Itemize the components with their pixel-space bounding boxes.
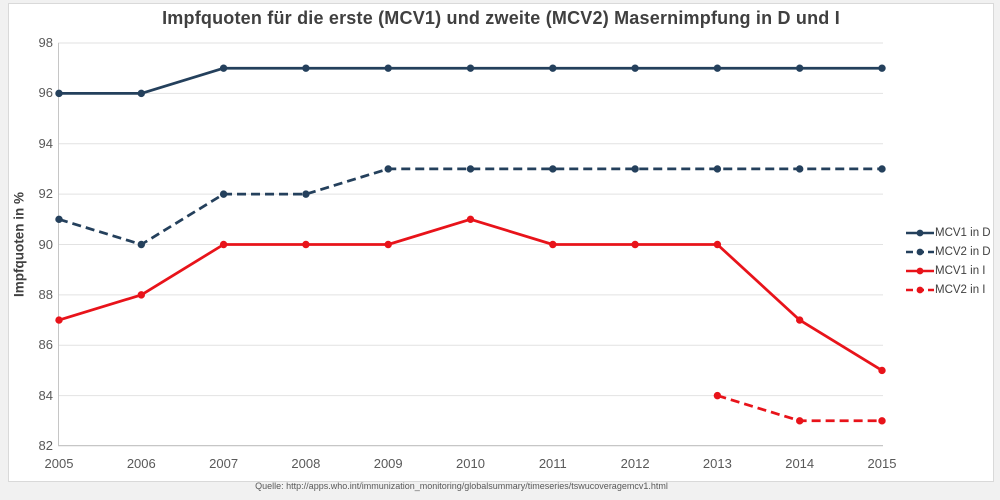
data-point bbox=[549, 165, 557, 173]
data-point bbox=[878, 417, 886, 425]
legend-line-sample bbox=[906, 267, 934, 274]
y-axis: 98 96 94 92 90 88 86 84 82 bbox=[9, 36, 53, 453]
x-tick-label: 2010 bbox=[456, 456, 485, 471]
y-tick-label: 90 bbox=[38, 236, 53, 252]
data-point bbox=[384, 64, 392, 72]
data-point bbox=[549, 64, 557, 72]
data-point bbox=[631, 240, 639, 249]
series-line-mcv2-in-d bbox=[58, 167, 882, 246]
x-tick-label: 2007 bbox=[209, 456, 239, 471]
data-point bbox=[878, 366, 886, 375]
y-tick-label: 94 bbox=[38, 135, 53, 151]
data-point bbox=[631, 64, 639, 72]
legend-label: MCV1 in D bbox=[935, 226, 991, 239]
y-tick-label: 92 bbox=[38, 186, 53, 202]
x-tick-label: 2009 bbox=[373, 456, 403, 471]
chart-title: Impfquoten für die erste (MCV1) und zwei… bbox=[162, 8, 840, 28]
legend-line-sample bbox=[906, 286, 934, 293]
data-point bbox=[302, 190, 310, 198]
data-point bbox=[878, 64, 886, 72]
data-point bbox=[466, 64, 475, 72]
data-point bbox=[796, 165, 804, 173]
x-axis: 2005 2006 2007 2008 2009 2010 2011 2012 2013 2014… bbox=[45, 456, 897, 472]
chart-frame: Impfquoten für die erste (MCV1) und zwei… bbox=[8, 3, 994, 482]
legend-label: MCV1 in I bbox=[935, 264, 986, 277]
x-tick-label: 2013 bbox=[702, 456, 732, 471]
legend-label: MCV2 in I bbox=[935, 283, 986, 296]
series-line-mcv2-in-i bbox=[716, 394, 882, 423]
x-tick-label: 2006 bbox=[126, 456, 156, 471]
source-caption: Quelle: http://apps.who.int/immunization… bbox=[255, 481, 668, 491]
data-point bbox=[631, 165, 639, 173]
plot-area bbox=[55, 42, 886, 447]
x-tick-label: 2014 bbox=[785, 456, 815, 471]
legend-line-sample bbox=[906, 229, 934, 236]
series-line-mcv1-in-d bbox=[59, 66, 882, 95]
data-point bbox=[302, 240, 310, 249]
data-point bbox=[302, 64, 310, 72]
legend-item: MCV2 in D bbox=[906, 242, 991, 261]
data-point bbox=[137, 240, 145, 249]
data-point bbox=[384, 165, 392, 173]
data-point bbox=[384, 240, 392, 249]
y-tick-label: 86 bbox=[38, 337, 53, 353]
legend-item: MCV1 in D bbox=[906, 223, 991, 242]
data-point bbox=[549, 240, 557, 249]
data-point bbox=[137, 89, 145, 98]
legend-label: MCV2 in D bbox=[935, 245, 991, 258]
x-tick-label: 2015 bbox=[867, 456, 897, 471]
data-point bbox=[466, 165, 475, 173]
legend-line-sample bbox=[906, 248, 934, 255]
y-tick-label: 88 bbox=[38, 286, 53, 302]
x-tick-label: 2008 bbox=[291, 456, 321, 471]
legend-item: MCV1 in I bbox=[906, 261, 991, 280]
y-tick-label: 96 bbox=[38, 85, 53, 101]
y-tick-label: 82 bbox=[38, 438, 53, 453]
data-point bbox=[713, 391, 722, 400]
data-point bbox=[137, 291, 145, 299]
x-tick-label: 2011 bbox=[538, 456, 567, 471]
data-point bbox=[713, 240, 722, 249]
data-point bbox=[796, 417, 804, 425]
legend-item: MCV2 in I bbox=[906, 280, 991, 299]
data-point bbox=[878, 165, 886, 173]
data-point bbox=[55, 215, 63, 224]
data-point bbox=[796, 316, 804, 324]
data-point bbox=[55, 316, 63, 324]
data-point bbox=[55, 89, 63, 98]
x-tick-label: 2012 bbox=[620, 456, 650, 471]
data-point bbox=[219, 190, 228, 198]
data-point bbox=[219, 64, 228, 72]
data-point bbox=[713, 64, 722, 72]
data-point bbox=[466, 215, 475, 224]
y-tick-label: 84 bbox=[38, 387, 53, 403]
data-point bbox=[713, 165, 722, 173]
legend: MCV1 in D MCV2 in D MCV1 in I MCV2 in I bbox=[906, 223, 991, 299]
data-point bbox=[219, 240, 228, 249]
x-tick-label: 2005 bbox=[44, 456, 74, 471]
data-point bbox=[796, 64, 804, 72]
y-tick-label: 98 bbox=[38, 35, 53, 50]
